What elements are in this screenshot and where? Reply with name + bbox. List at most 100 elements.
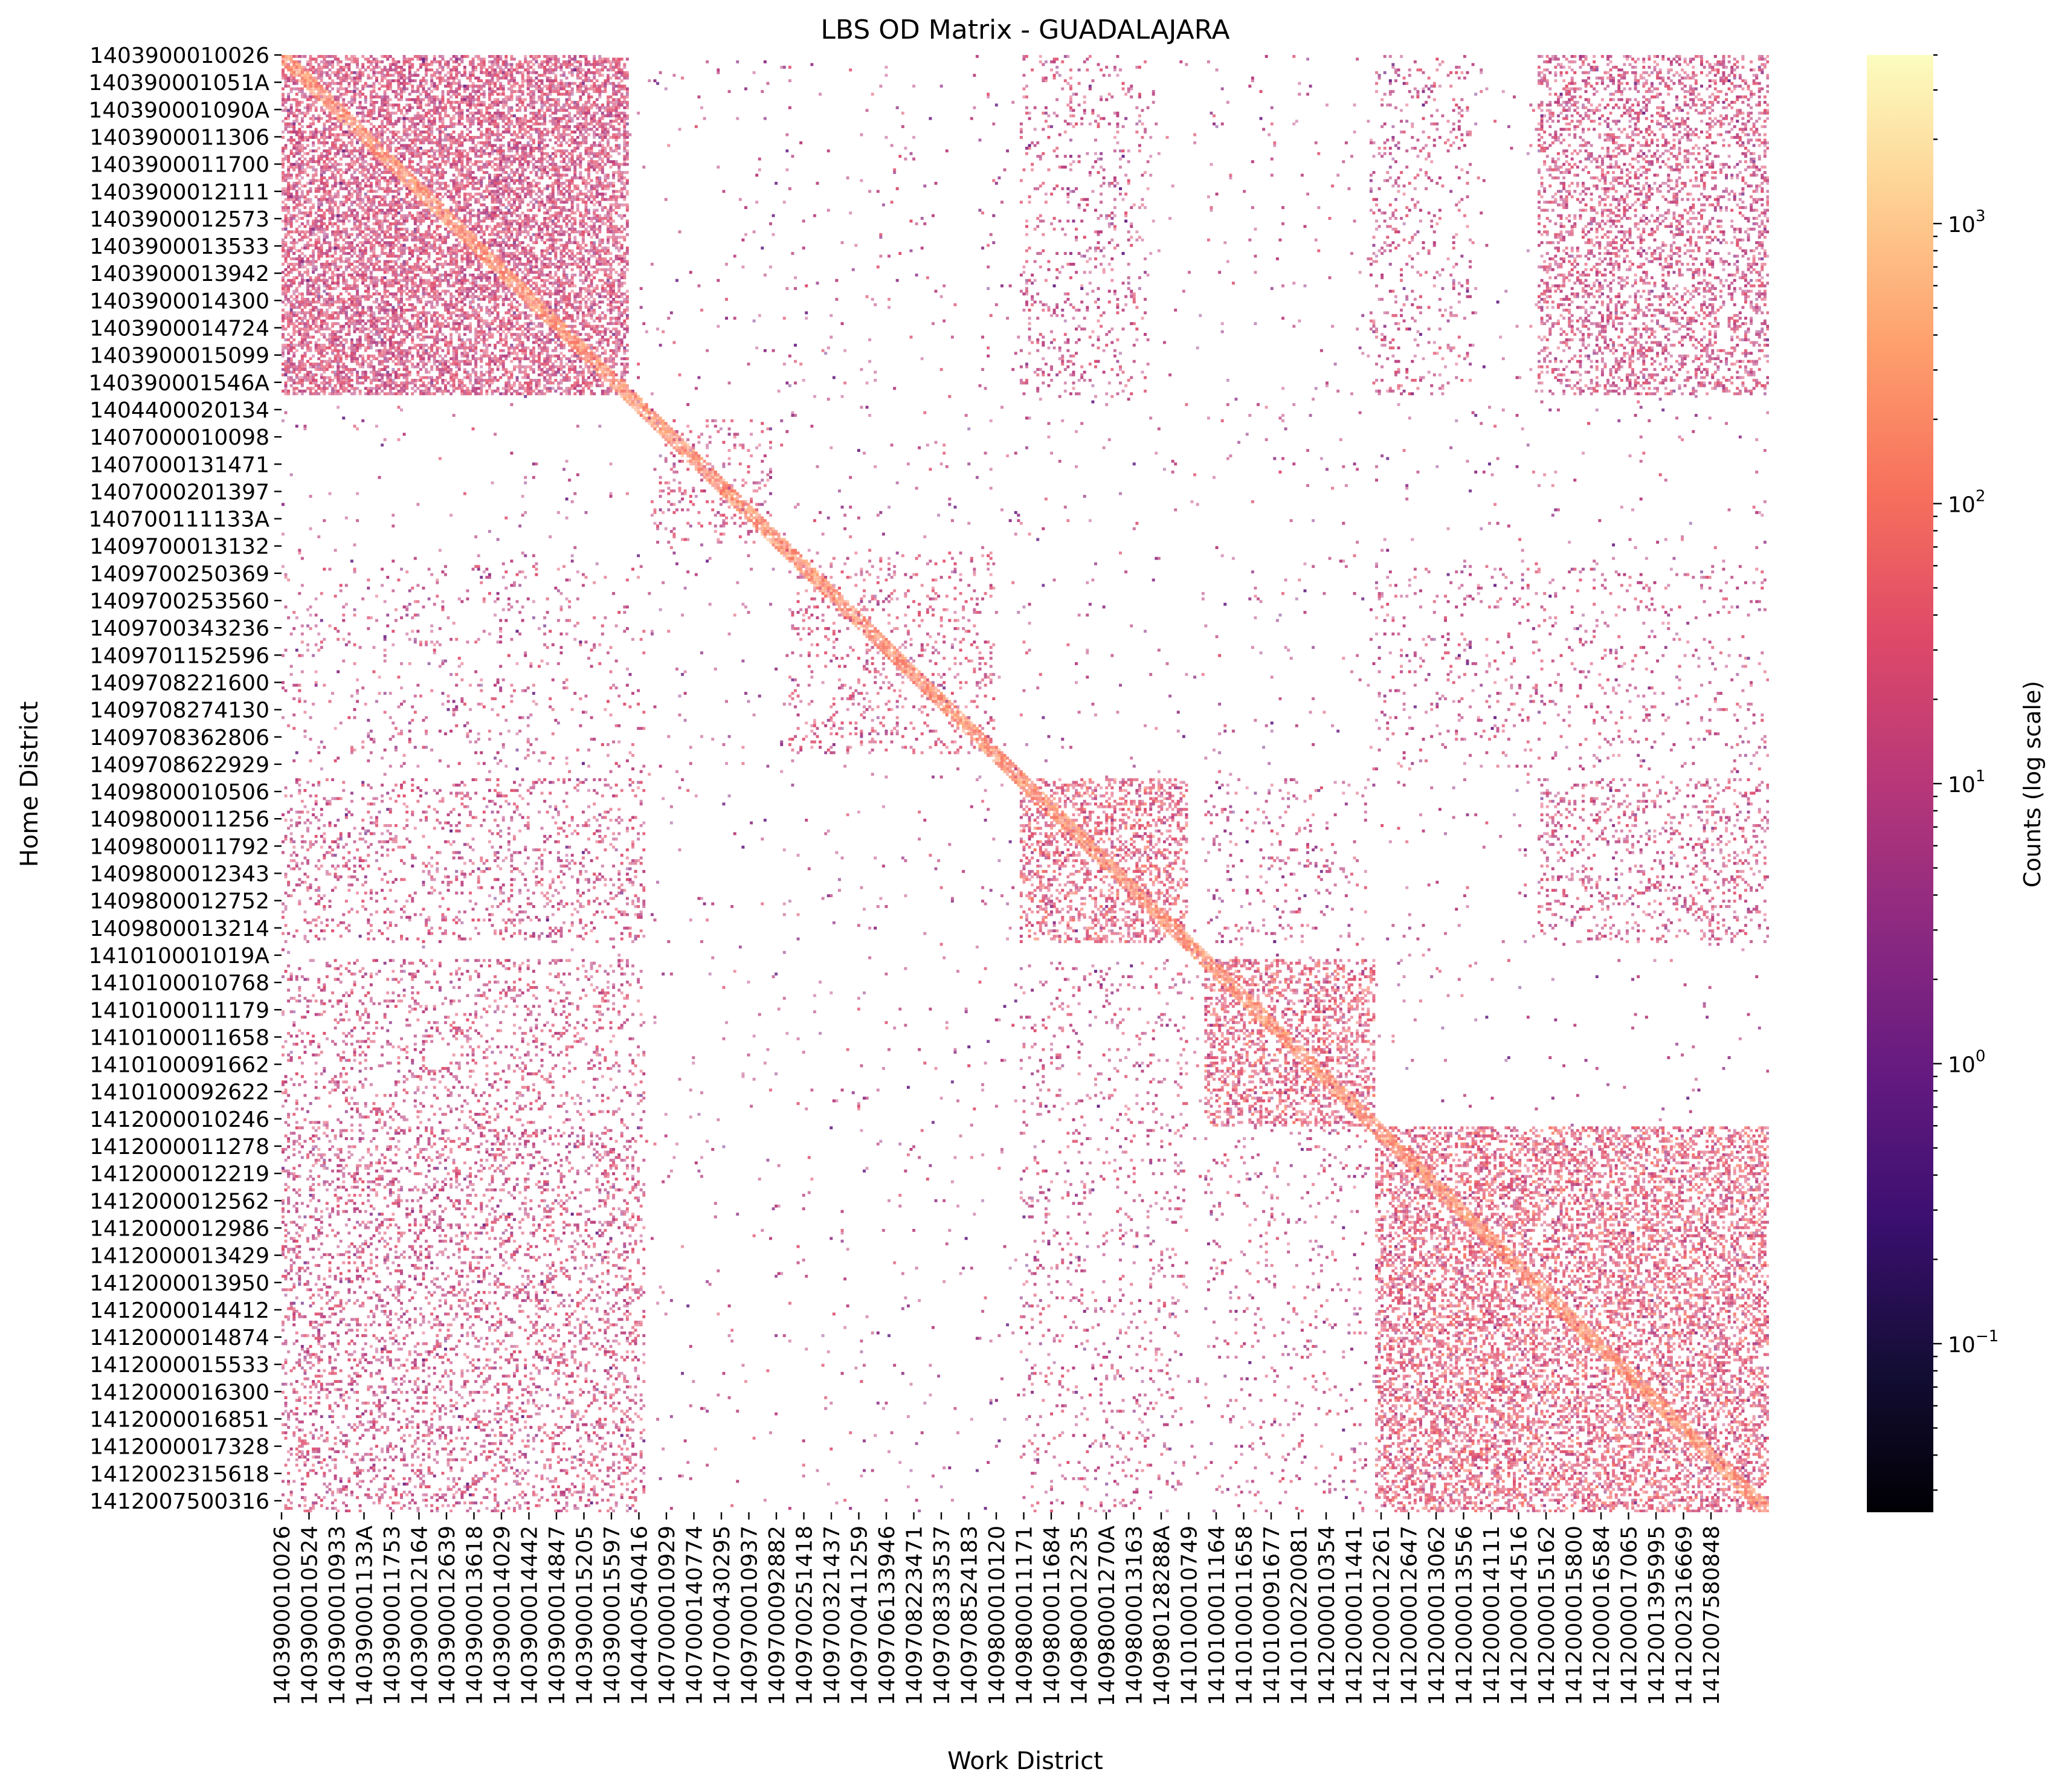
heatmap-cell bbox=[469, 106, 472, 109]
heatmap-cell bbox=[1695, 88, 1698, 91]
heatmap-cell bbox=[1091, 109, 1094, 112]
heatmap-cell bbox=[312, 103, 315, 106]
heatmap-cell bbox=[1055, 98, 1058, 101]
heatmap-cell bbox=[1248, 85, 1251, 88]
heatmap-cell bbox=[1207, 60, 1210, 63]
heatmap-cell bbox=[1069, 68, 1072, 71]
heatmap-cell bbox=[469, 63, 472, 66]
heatmap-cell bbox=[529, 103, 532, 106]
heatmap-cell bbox=[1714, 63, 1717, 66]
heatmap-cell bbox=[488, 71, 491, 74]
heatmap-cell bbox=[1356, 57, 1359, 60]
heatmap-cell bbox=[488, 60, 491, 63]
heatmap-cell bbox=[1582, 55, 1585, 58]
heatmap-cell bbox=[425, 60, 428, 63]
heatmap-cell bbox=[359, 101, 362, 104]
heatmap-cell bbox=[596, 85, 599, 88]
heatmap-cell bbox=[598, 90, 601, 93]
heatmap-cell bbox=[463, 85, 466, 88]
heatmap-cell bbox=[312, 57, 315, 60]
heatmap-cell bbox=[1447, 74, 1450, 77]
heatmap-cell bbox=[1675, 71, 1678, 74]
heatmap-cell bbox=[557, 103, 560, 106]
heatmap-cell bbox=[1697, 93, 1700, 96]
heatmap-cell bbox=[453, 60, 456, 63]
heatmap-cell bbox=[367, 109, 370, 112]
heatmap-cell bbox=[552, 63, 555, 66]
heatmap-cell bbox=[485, 79, 488, 82]
heatmap-cell bbox=[1741, 95, 1744, 98]
heatmap-cell bbox=[529, 77, 532, 80]
heatmap-cell bbox=[312, 66, 315, 69]
heatmap-cell bbox=[554, 98, 557, 101]
heatmap-cell bbox=[582, 93, 585, 96]
heatmap-cell bbox=[494, 57, 497, 60]
heatmap-cell bbox=[1764, 95, 1767, 98]
heatmap-cell bbox=[449, 106, 453, 109]
heatmap-cell bbox=[527, 82, 530, 85]
heatmap-cell bbox=[375, 93, 378, 96]
heatmap-cell bbox=[587, 68, 590, 71]
heatmap-cell bbox=[598, 95, 601, 98]
heatmap-cell bbox=[474, 68, 477, 71]
heatmap-cell bbox=[1645, 106, 1648, 109]
heatmap-cell bbox=[295, 82, 298, 85]
heatmap-cell bbox=[329, 63, 332, 66]
heatmap-cell bbox=[527, 63, 530, 66]
heatmap-cell bbox=[1458, 77, 1461, 80]
heatmap-cell bbox=[518, 60, 521, 63]
heatmap-cell bbox=[381, 74, 384, 77]
heatmap-cell bbox=[513, 68, 516, 71]
heatmap-cell bbox=[554, 85, 557, 88]
heatmap-cell bbox=[485, 71, 488, 74]
heatmap-cell bbox=[1631, 66, 1634, 69]
heatmap-cell bbox=[879, 85, 882, 88]
heatmap-cell bbox=[439, 98, 442, 101]
heatmap-cell bbox=[1761, 88, 1764, 91]
heatmap-cell bbox=[359, 74, 362, 77]
heatmap-cell bbox=[458, 103, 461, 106]
heatmap-cell bbox=[516, 109, 519, 112]
heatmap-cell bbox=[626, 71, 629, 74]
heatmap-cell bbox=[1714, 68, 1717, 71]
heatmap-cell bbox=[397, 71, 400, 74]
heatmap-cell bbox=[1626, 55, 1629, 58]
heatmap-cell bbox=[1414, 88, 1417, 91]
heatmap-cell bbox=[1609, 74, 1613, 77]
heatmap-cell bbox=[425, 57, 428, 60]
heatmap-cell bbox=[1472, 63, 1475, 66]
heatmap-cell bbox=[1593, 88, 1596, 91]
heatmap-cell bbox=[292, 71, 295, 74]
heatmap-cell bbox=[453, 55, 456, 58]
heatmap-cell bbox=[579, 106, 582, 109]
heatmap-cell bbox=[1642, 95, 1645, 98]
heatmap-cell bbox=[350, 55, 353, 58]
heatmap-cell bbox=[587, 77, 590, 80]
heatmap-cell bbox=[381, 103, 384, 106]
heatmap-cell bbox=[430, 101, 433, 104]
heatmap-cell bbox=[573, 103, 576, 106]
heatmap-cell bbox=[1124, 93, 1127, 96]
heatmap-cell bbox=[1656, 74, 1659, 77]
heatmap-cell bbox=[342, 77, 345, 80]
heatmap-cell bbox=[414, 101, 417, 104]
heatmap-cell bbox=[546, 93, 549, 96]
heatmap-cell bbox=[375, 66, 378, 69]
heatmap-cell bbox=[1485, 88, 1488, 91]
heatmap-cell bbox=[541, 98, 544, 101]
heatmap-cell bbox=[499, 82, 502, 85]
heatmap-cell bbox=[1678, 109, 1681, 112]
heatmap-cell bbox=[353, 55, 356, 58]
heatmap-cell bbox=[1022, 74, 1025, 77]
heatmap-cell bbox=[510, 93, 513, 96]
heatmap-cell bbox=[565, 77, 569, 80]
heatmap-cell bbox=[529, 60, 532, 63]
heatmap-cell bbox=[386, 103, 389, 106]
heatmap-cell bbox=[347, 106, 350, 109]
heatmap-cell bbox=[617, 57, 620, 60]
heatmap-cell bbox=[411, 74, 414, 77]
heatmap-cell bbox=[1100, 68, 1103, 71]
heatmap-cell bbox=[1596, 106, 1599, 109]
heatmap-cell bbox=[303, 112, 306, 115]
heatmap-cell bbox=[419, 82, 422, 85]
